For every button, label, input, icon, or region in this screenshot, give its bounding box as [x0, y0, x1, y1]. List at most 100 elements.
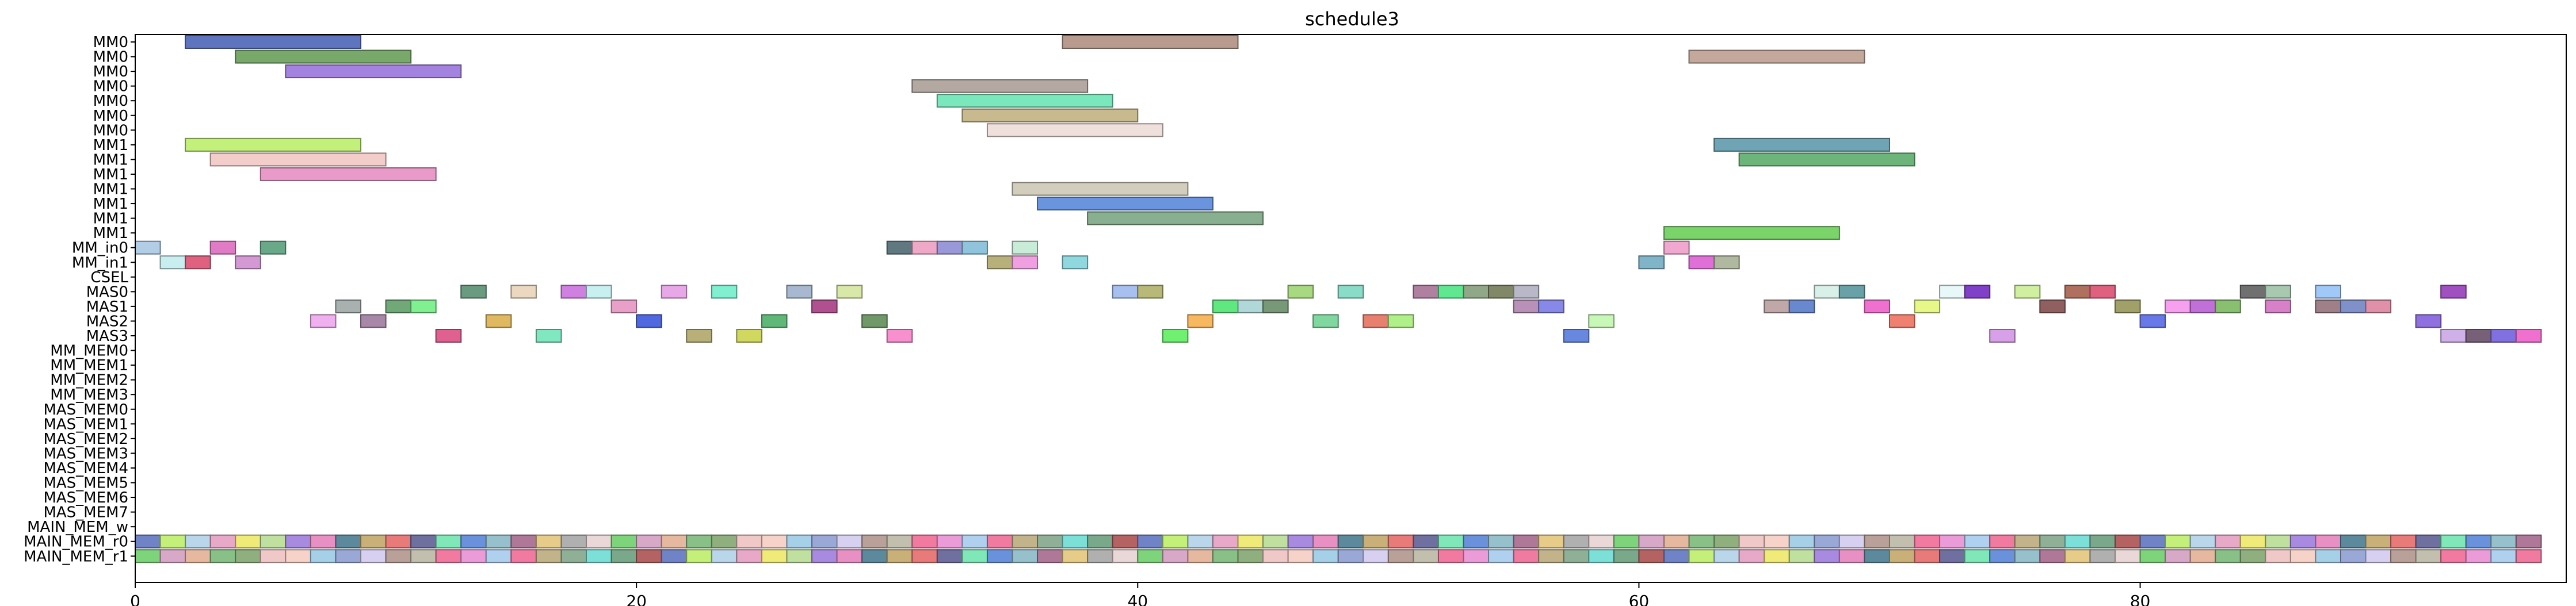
task-bar [686, 534, 712, 549]
task-bar [259, 534, 287, 549]
task-bar [2064, 285, 2091, 299]
task-bar [786, 534, 813, 549]
row-labels: MM0MM0MM0MM0MM0MM0MM0MM1MM1MM1MM1MM1MM1M… [24, 34, 135, 565]
row-label: MM1 [93, 225, 128, 242]
task-bar [1563, 549, 1590, 563]
task-bar [1187, 314, 1213, 328]
task-bar [1162, 549, 1189, 563]
row-label: MM1 [93, 181, 128, 198]
task-bar [661, 534, 688, 549]
task-bar [961, 534, 988, 549]
task-bar [1964, 549, 1991, 563]
task-bar [586, 534, 612, 549]
task-bar [1888, 549, 1915, 563]
task-bar [1262, 534, 1289, 549]
row-label: MAS_MEM5 [43, 475, 128, 492]
task-bar [1012, 240, 1039, 255]
task-bar [636, 314, 662, 328]
task-bar [460, 285, 487, 299]
task-bar [1488, 549, 1514, 563]
task-bar [1337, 285, 1364, 299]
task-bar [1713, 549, 1740, 563]
task-bar [1939, 549, 1966, 563]
task-bar [2465, 534, 2492, 549]
row-label: MM1 [93, 137, 128, 154]
row-label: MAS_MEM2 [43, 431, 128, 448]
task-bar [2265, 285, 2291, 299]
task-bar [1939, 285, 1966, 299]
task-bar [1513, 299, 1540, 313]
task-bar [1788, 534, 1815, 549]
x-axis: 0 20 40 60 80 [130, 582, 2150, 606]
task-bar [711, 285, 738, 299]
row-label: MAS2 [86, 313, 128, 330]
task-bar [1663, 240, 1690, 255]
task-bar [2265, 549, 2291, 563]
task-bar [2039, 299, 2066, 313]
task-bar [1413, 285, 1439, 299]
task-bar [335, 534, 362, 549]
task-bar [686, 549, 712, 563]
task-bar [435, 549, 462, 563]
task-bar [886, 549, 913, 563]
task-bar [961, 549, 988, 563]
task-bar [2440, 549, 2467, 563]
task-bar [961, 240, 988, 255]
task-bar [510, 549, 537, 563]
task-bar [1287, 534, 1314, 549]
task-bar [2215, 299, 2241, 313]
row-label: MM0 [93, 49, 128, 66]
task-bar [2515, 329, 2542, 343]
task-bar [2239, 285, 2266, 299]
task-bar [1062, 35, 1239, 49]
task-bar [2189, 534, 2216, 549]
task-bar [2415, 549, 2442, 563]
task-bar [235, 255, 261, 270]
task-bar [1262, 299, 1289, 313]
row-label: MM0 [93, 63, 128, 80]
task-bar [1262, 549, 1289, 563]
task-bar [886, 534, 913, 549]
x-tick-label: 0 [130, 592, 140, 606]
task-bar [1588, 549, 1615, 563]
task-bar [535, 329, 562, 343]
task-bar [586, 549, 612, 563]
task-bar [1287, 285, 1314, 299]
task-bar [1989, 549, 2016, 563]
task-bar [1387, 549, 1414, 563]
task-bar [135, 240, 161, 255]
task-bar [2515, 549, 2542, 563]
task-bar [1488, 534, 1514, 549]
task-bar [2139, 549, 2166, 563]
task-bar [1964, 534, 1991, 549]
task-bar [786, 285, 813, 299]
x-tick-label: 40 [1127, 592, 1148, 606]
task-bar [911, 240, 938, 255]
row-label: MM0 [93, 34, 128, 51]
task-bar [1363, 534, 1389, 549]
task-bar [335, 299, 362, 313]
task-bar [861, 314, 888, 328]
task-bar [1387, 534, 1414, 549]
row-label: MM_MEM3 [50, 386, 128, 404]
task-bar [185, 255, 211, 270]
row-label: MM1 [93, 166, 128, 183]
task-bar [135, 549, 161, 563]
task-bar [285, 534, 311, 549]
task-bar [1914, 549, 1941, 563]
task-bar [285, 549, 311, 563]
task-bar [2415, 314, 2442, 328]
task-bar [310, 314, 337, 328]
task-bar [410, 299, 437, 313]
task-bar [235, 549, 261, 563]
task-bar [235, 49, 412, 64]
task-bar [1437, 549, 1464, 563]
task-bar [1613, 549, 1640, 563]
task-bar [711, 534, 738, 549]
task-bar [1838, 549, 1865, 563]
task-bar [2515, 534, 2542, 549]
task-bar [761, 534, 788, 549]
task-bar [686, 329, 712, 343]
task-bar [310, 549, 337, 563]
task-bar [886, 329, 913, 343]
